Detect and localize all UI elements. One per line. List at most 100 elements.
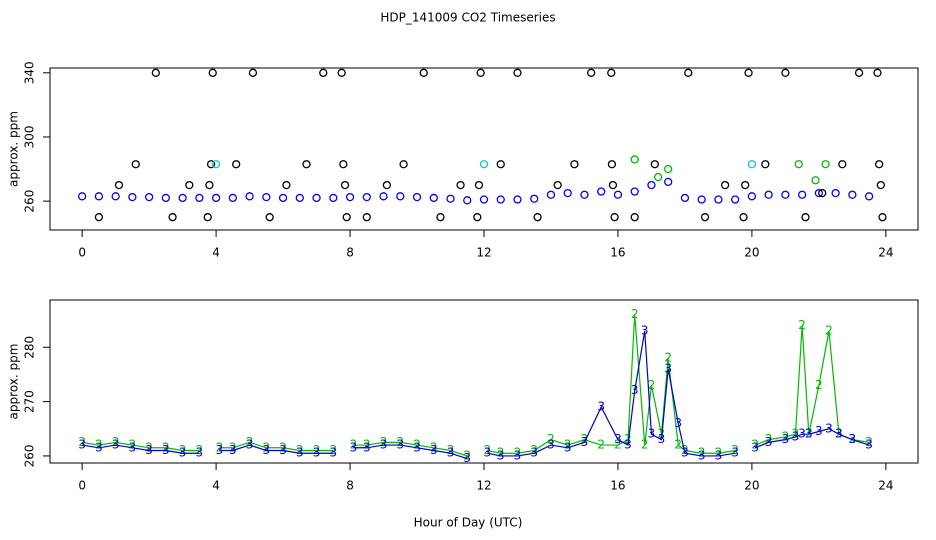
point-symbol: 3 <box>95 440 103 454</box>
point-symbol: 2 <box>681 443 689 457</box>
point-symbol: 3 <box>129 440 137 454</box>
series-line <box>219 441 334 452</box>
series-line <box>353 444 468 460</box>
point <box>206 160 216 169</box>
point-symbol: 3 <box>731 446 739 460</box>
point <box>342 213 351 222</box>
point-symbol: 2 <box>581 432 589 446</box>
point-symbol: 2 <box>396 435 404 449</box>
point-symbol: 2 <box>815 378 823 392</box>
point <box>245 192 254 201</box>
x-tick-label: 24 <box>878 479 893 493</box>
point <box>302 160 311 169</box>
point <box>479 160 489 169</box>
y-axis-label: approx. ppm <box>7 111 21 187</box>
point <box>607 68 616 77</box>
point-symbol: 2 <box>597 438 605 452</box>
point-symbol: 3 <box>263 443 271 457</box>
series-line <box>487 330 736 457</box>
x-tick-label: 16 <box>610 479 625 493</box>
point-symbol: 3 <box>380 438 388 452</box>
point <box>362 192 371 202</box>
point-symbol: 3 <box>396 438 404 452</box>
point-symbol: 3 <box>825 421 833 435</box>
point-symbol: 3 <box>564 440 572 454</box>
point-symbol: 2 <box>674 438 682 452</box>
point <box>114 180 124 190</box>
point <box>513 68 522 77</box>
point <box>739 213 748 222</box>
point <box>329 193 338 203</box>
point <box>664 164 673 174</box>
point-symbol: 2 <box>216 440 224 454</box>
point <box>211 193 221 203</box>
point <box>282 180 291 190</box>
point-symbol: 3 <box>413 440 421 454</box>
x-tick-label: 4 <box>212 479 220 493</box>
point-symbol: 3 <box>581 435 589 449</box>
point-symbol: 3 <box>624 438 632 452</box>
point <box>781 68 790 77</box>
x-tick-label: 8 <box>346 479 354 493</box>
point <box>474 180 484 190</box>
point-symbol: 2 <box>782 429 790 443</box>
point-symbol: 3 <box>216 443 224 457</box>
point <box>714 195 723 204</box>
point-symbol: 3 <box>530 446 538 460</box>
point <box>111 192 120 201</box>
point <box>741 180 750 190</box>
point-symbol: 3 <box>631 383 639 397</box>
point-symbol: 2 <box>363 438 371 452</box>
point-symbol: 3 <box>698 448 706 462</box>
point-symbol: 2 <box>196 443 204 457</box>
point <box>570 160 579 169</box>
point-symbol: 3 <box>447 446 455 460</box>
point-symbol: 3 <box>229 443 237 457</box>
point <box>262 192 271 202</box>
point <box>876 180 885 190</box>
point-symbol: 3 <box>179 446 187 460</box>
point <box>412 192 422 202</box>
point-symbol: 3 <box>463 451 471 465</box>
point <box>168 213 177 222</box>
point <box>513 195 522 204</box>
point <box>873 68 882 77</box>
point <box>496 195 505 204</box>
point-symbol: 3 <box>664 362 672 376</box>
x-axis-label: Hour of Day (UTC) <box>414 516 523 530</box>
point-symbol: 3 <box>751 440 759 454</box>
chart-title: HDP_141009 CO2 Timeseries <box>380 11 555 25</box>
point <box>653 172 663 182</box>
point <box>553 180 562 190</box>
point-symbol: 3 <box>792 429 800 443</box>
point-symbol: 3 <box>363 440 371 454</box>
point <box>312 193 321 203</box>
point-symbol: 3 <box>313 446 321 460</box>
point <box>610 213 619 222</box>
point-symbol: 3 <box>658 432 666 446</box>
point <box>345 192 355 202</box>
point-symbol: 2 <box>350 438 358 452</box>
point <box>94 213 104 222</box>
point-symbol: 2 <box>641 438 649 452</box>
series-line <box>755 428 870 449</box>
point-symbol: 2 <box>631 307 639 321</box>
point <box>764 190 773 199</box>
point-symbol: 2 <box>413 438 421 452</box>
point <box>144 192 154 202</box>
point-symbol: 2 <box>484 443 492 457</box>
point-symbol: 3 <box>681 446 689 460</box>
point-symbol: 2 <box>162 440 170 454</box>
point-symbol: 2 <box>380 435 388 449</box>
point <box>587 68 596 77</box>
point <box>295 193 304 203</box>
point-symbol: 3 <box>815 424 823 438</box>
point <box>248 68 258 77</box>
point-symbol: 3 <box>145 443 153 457</box>
point-symbol: 2 <box>765 432 773 446</box>
point <box>161 193 171 203</box>
point <box>747 192 757 201</box>
point <box>838 160 847 169</box>
y-axis-label: approx. ppm <box>7 344 21 420</box>
